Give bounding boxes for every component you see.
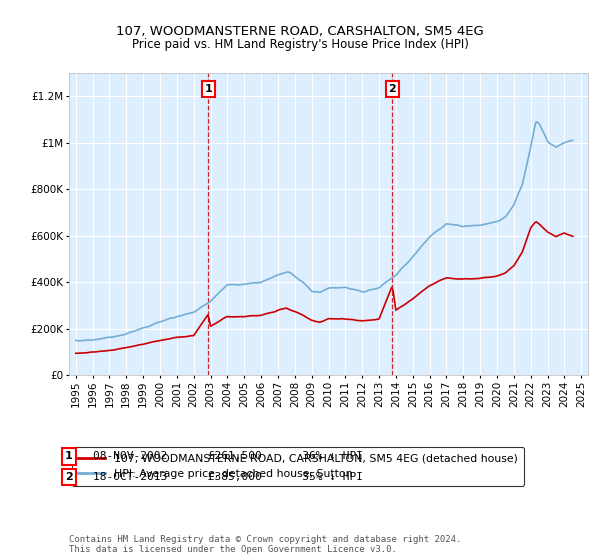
Text: 2: 2	[388, 84, 396, 94]
Text: 18-OCT-2013      £385,000      35% ↓ HPI: 18-OCT-2013 £385,000 35% ↓ HPI	[93, 472, 363, 482]
Text: 2: 2	[65, 472, 73, 482]
Text: Price paid vs. HM Land Registry's House Price Index (HPI): Price paid vs. HM Land Registry's House …	[131, 38, 469, 51]
Text: 08-NOV-2002      £261,500      36% ↓ HPI: 08-NOV-2002 £261,500 36% ↓ HPI	[93, 451, 363, 461]
Text: 1: 1	[65, 451, 73, 461]
Legend: 107, WOODMANSTERNE ROAD, CARSHALTON, SM5 4EG (detached house), HPI: Average pric: 107, WOODMANSTERNE ROAD, CARSHALTON, SM5…	[72, 447, 524, 486]
Text: 107, WOODMANSTERNE ROAD, CARSHALTON, SM5 4EG: 107, WOODMANSTERNE ROAD, CARSHALTON, SM5…	[116, 25, 484, 38]
Text: 1: 1	[205, 84, 212, 94]
Text: Contains HM Land Registry data © Crown copyright and database right 2024.
This d: Contains HM Land Registry data © Crown c…	[69, 535, 461, 554]
